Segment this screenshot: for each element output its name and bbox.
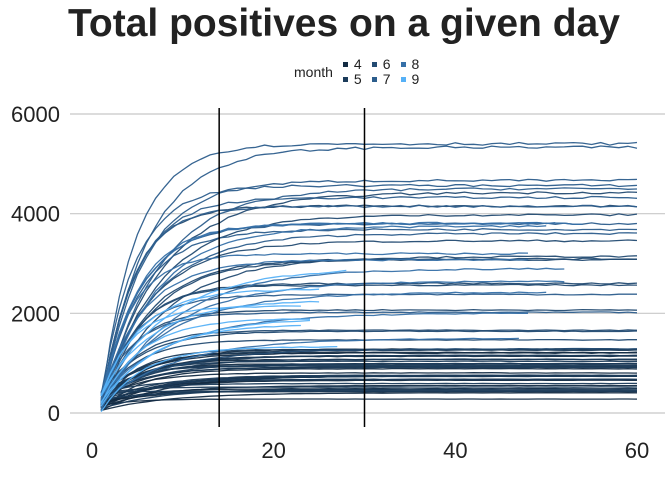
legend-item-7: 7 [371, 71, 391, 87]
series-line-month-4 [100, 398, 638, 407]
series-line-month-7 [100, 141, 638, 403]
series-line-month-9 [100, 269, 347, 397]
legend-swatch [400, 77, 406, 82]
series-line-month-4 [100, 392, 637, 412]
series-line-month-8 [100, 267, 565, 410]
y-tick-label: 0 [48, 401, 60, 426]
y-tick-label: 6000 [11, 102, 60, 127]
chart-title: Total positives on a given day [68, 2, 620, 45]
legend-swatch [342, 77, 348, 82]
series-line-month-7 [100, 187, 638, 411]
series-line-month-7 [100, 183, 638, 396]
series-line-month-5 [100, 364, 638, 396]
legend-label: 8 [411, 56, 420, 72]
series-line-month-9 [100, 324, 301, 407]
series-line-month-6 [100, 330, 638, 394]
legend-label: 4 [353, 56, 362, 72]
legend-label: 9 [411, 71, 420, 87]
series-line-month-5 [100, 366, 638, 400]
series-line-month-5 [100, 388, 638, 410]
legend-item-4: 4 [342, 56, 362, 72]
series-line-month-5 [101, 390, 638, 393]
series-line-month-5 [100, 354, 638, 395]
legend-swatch [400, 62, 406, 67]
series-line-month-6 [100, 329, 638, 408]
series-line-month-8 [100, 224, 547, 408]
legend-swatch [342, 62, 348, 67]
y-tick-label: 4000 [11, 202, 60, 227]
legend-label: 7 [382, 71, 391, 87]
series-line-month-7 [100, 228, 638, 402]
series-line-month-8 [100, 337, 519, 405]
series-line-month-5 [101, 389, 637, 400]
series-line-month-5 [100, 360, 638, 405]
legend-swatch [371, 77, 377, 82]
series-line-month-5 [100, 374, 638, 403]
legend-title: month [294, 64, 333, 80]
series-line-month-5 [100, 362, 638, 399]
series-line-month-9 [100, 288, 320, 397]
legend-item-8: 8 [400, 56, 420, 72]
series-line-month-4 [100, 367, 638, 412]
series-line-month-6 [100, 347, 638, 399]
series-line-month-8 [100, 252, 529, 396]
series-line-month-6 [100, 213, 638, 408]
legend-swatch [371, 62, 377, 67]
series-line-month-9 [100, 305, 301, 396]
series-line-month-4 [100, 372, 638, 400]
series-line-month-8 [100, 258, 529, 396]
series-line-month-9 [100, 300, 320, 395]
x-tick-label: 20 [261, 438, 285, 463]
series-line-month-4 [100, 351, 638, 400]
series-line-month-7 [100, 178, 638, 404]
series-line-month-7 [100, 293, 637, 393]
legend-label: 5 [353, 71, 362, 87]
series-line-month-9 [100, 318, 310, 404]
x-tick-label: 40 [443, 438, 467, 463]
series-line-month-5 [100, 386, 638, 395]
series-line-month-8 [100, 291, 547, 397]
legend-item-5: 5 [342, 71, 362, 87]
x-tick-label: 60 [625, 438, 649, 463]
series-line-month-5 [100, 382, 637, 400]
legend-item-9: 9 [400, 71, 420, 87]
series-line-month-7 [100, 204, 638, 407]
series-line-month-6 [100, 239, 638, 396]
series-lines [100, 141, 638, 413]
series-line-month-6 [100, 283, 637, 408]
series-line-month-5 [100, 375, 637, 405]
x-tick-label: 0 [86, 438, 98, 463]
legend-label: 6 [382, 56, 391, 72]
series-line-month-7 [100, 145, 638, 403]
series-line-month-5 [100, 358, 637, 401]
series-line-month-7 [100, 232, 638, 399]
y-tick-label: 2000 [11, 301, 60, 326]
series-line-month-8 [100, 221, 583, 401]
series-line-month-7 [100, 311, 638, 394]
series-line-month-7 [100, 195, 638, 403]
legend-item-6: 6 [371, 56, 391, 72]
